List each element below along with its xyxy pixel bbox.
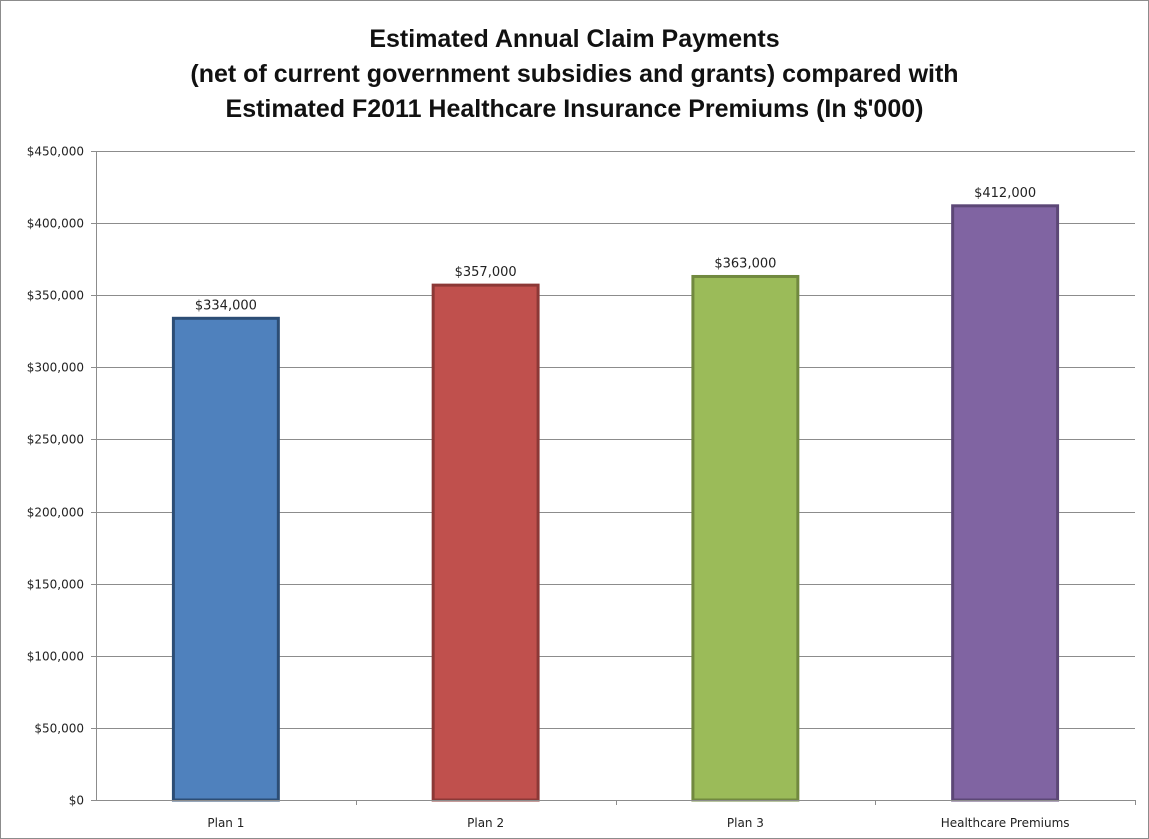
chart-title-line-3: Estimated F2011 Healthcare Insurance Pre…	[225, 95, 924, 123]
bar-1	[171, 316, 280, 802]
bar-2	[431, 283, 540, 802]
y-tick-label: $150,000	[27, 578, 84, 592]
x-category-label: Plan 1	[207, 816, 244, 830]
y-tick-label: $400,000	[27, 217, 84, 231]
y-tick-label: $200,000	[27, 506, 84, 520]
x-category-label: Plan 2	[467, 816, 504, 830]
bar-4	[951, 204, 1060, 802]
bar-3	[691, 274, 800, 802]
y-tick-label: $450,000	[27, 145, 84, 159]
x-category-label: Plan 3	[727, 816, 764, 830]
y-tick-label: $50,000	[34, 722, 84, 736]
data-label: $363,000	[714, 256, 776, 271]
data-label: $334,000	[195, 298, 257, 313]
chart-title-line-1: Estimated Annual Claim Payments	[369, 25, 780, 53]
chart-title-line-2: (net of current government subsidies and…	[190, 60, 959, 88]
y-tick-label: $100,000	[27, 650, 84, 664]
x-category-label: Healthcare Premiums	[941, 816, 1070, 830]
chart-title: Estimated Annual Claim Payments (net of …	[0, 22, 1149, 127]
y-tick-label: $250,000	[27, 433, 84, 447]
y-tick-label: $0	[69, 794, 84, 808]
data-label: $412,000	[974, 186, 1036, 201]
y-tick-label: $350,000	[27, 289, 84, 303]
data-label: $357,000	[455, 265, 517, 280]
y-tick-label: $300,000	[27, 361, 84, 375]
